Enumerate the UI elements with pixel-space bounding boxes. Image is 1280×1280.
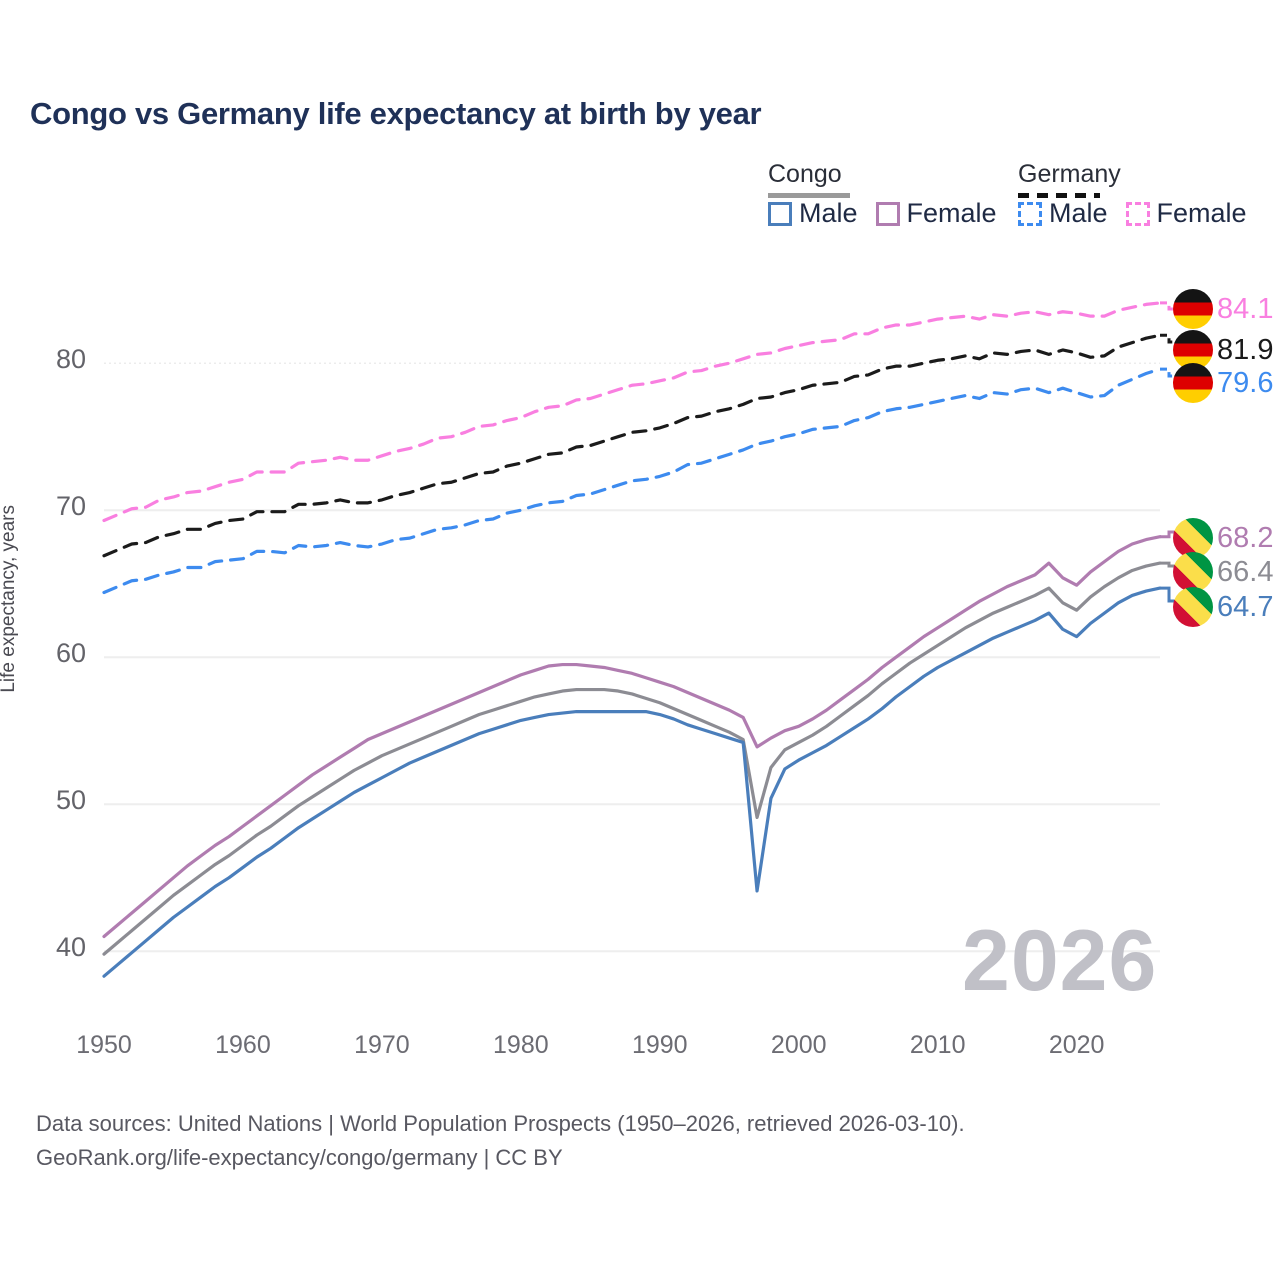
legend-group-congo: Congo Male Female <box>768 160 997 227</box>
end-label: 68.2 <box>1173 518 1273 558</box>
germany-flag-icon <box>1173 289 1213 329</box>
end-label: 79.6 <box>1173 363 1273 403</box>
footer-sources: Data sources: United Nations | World Pop… <box>36 1107 965 1175</box>
y-axis-tick-70: 70 <box>55 491 86 522</box>
congo-flag-icon <box>1173 552 1213 592</box>
legend-group-germany: Germany Male Female <box>1018 160 1247 227</box>
leader-line <box>1160 367 1182 378</box>
legend-item-germany-male[interactable]: Male <box>1018 200 1108 227</box>
end-label-value: 81.9 <box>1217 333 1274 366</box>
legend-rule-congo <box>768 193 850 198</box>
legend-label-congo-male: Male <box>799 198 858 228</box>
leader-line <box>1160 333 1182 344</box>
y-axis-tick-40: 40 <box>55 932 86 963</box>
legend-group-title-germany: Germany <box>1018 160 1121 188</box>
x-axis-tick-2000: 2000 <box>770 1031 827 1059</box>
legend-item-congo-female[interactable]: Female <box>875 198 997 228</box>
legend-item-germany-female[interactable]: Female <box>1125 198 1247 228</box>
year-watermark: 2026 <box>962 913 1158 1009</box>
legend-swatch-icon-congo-male <box>768 201 792 226</box>
x-axis-tick-1990: 1990 <box>631 1031 688 1059</box>
series-line-congo-male <box>102 586 1162 978</box>
x-axis-tick-1950: 1950 <box>76 1031 132 1059</box>
end-label: 84.1 <box>1173 289 1273 329</box>
x-axis-tick-2010: 2010 <box>909 1031 966 1059</box>
series-line-congo-total <box>102 561 1162 956</box>
end-label-value: 84.1 <box>1217 292 1274 325</box>
leader-line <box>1160 301 1182 311</box>
y-axis-tick-80: 80 <box>55 344 86 375</box>
series-line-germany-male <box>102 367 1162 595</box>
x-axis-tick-2020: 2020 <box>1048 1031 1105 1059</box>
legend-label-germany-male: Male <box>1049 198 1108 228</box>
germany-flag-icon <box>1173 363 1213 403</box>
x-axis-tick-1980: 1980 <box>493 1031 549 1059</box>
series-line-congo-female <box>102 535 1162 939</box>
legend-label-congo-female: Female <box>906 198 997 228</box>
y-axis-tick-50: 50 <box>55 785 86 816</box>
end-label: 64.7 <box>1173 587 1273 627</box>
page-title: Congo vs Germany life expectancy at birt… <box>30 96 762 131</box>
legend-item-congo-male[interactable]: Male <box>768 200 858 227</box>
end-label-value: 66.4 <box>1217 555 1274 588</box>
congo-flag-icon <box>1173 587 1213 627</box>
legend-swatch-icon-germany-female <box>1125 201 1150 226</box>
congo-flag-icon <box>1173 518 1213 558</box>
legend-swatch-icon-congo-female <box>875 201 900 226</box>
end-label: 66.4 <box>1173 552 1273 592</box>
series-line-germany-female <box>102 301 1162 523</box>
end-label-value: 64.7 <box>1217 590 1274 623</box>
series-line-germany-total <box>102 333 1162 558</box>
y-axis-label: Life expectancy, years <box>0 505 19 693</box>
legend-rule-germany <box>1018 193 1100 198</box>
x-axis-tick-1960: 1960 <box>215 1031 271 1059</box>
legend-label-germany-female: Female <box>1156 198 1247 228</box>
end-label-value: 79.6 <box>1217 366 1274 399</box>
end-label-value: 68.2 <box>1217 521 1274 554</box>
footer-line-2: GeoRank.org/life-expectancy/congo/german… <box>36 1145 563 1171</box>
legend-group-title-congo: Congo <box>768 160 842 188</box>
y-axis-tick-60: 60 <box>55 638 86 669</box>
x-axis-tick-1970: 1970 <box>354 1031 410 1059</box>
legend-swatch-icon-germany-male <box>1018 201 1042 226</box>
footer-line-1: Data sources: United Nations | World Pop… <box>36 1111 965 1136</box>
chart-legend: Congo Male Female Germany Male <box>760 160 1260 245</box>
